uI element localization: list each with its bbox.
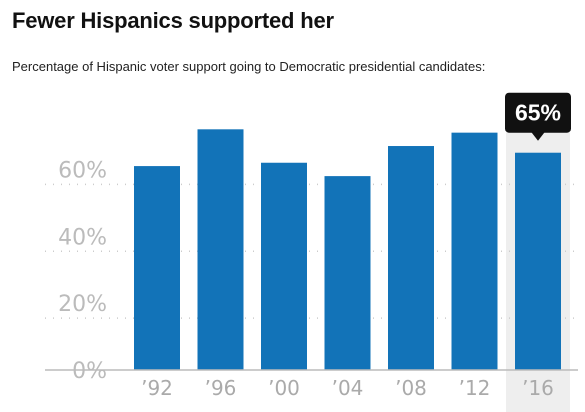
y-tick-label: 40%: [58, 225, 107, 250]
y-tick-label: 60%: [58, 158, 107, 183]
bar: [324, 176, 371, 370]
callout-box: [505, 92, 571, 133]
bar: [515, 152, 561, 370]
x-tick-label: ’16: [522, 376, 554, 400]
chart-subtitle: Percentage of Hispanic voter support goi…: [12, 59, 486, 74]
x-tick-label: ’04: [332, 376, 364, 400]
y-tick-label: 20%: [58, 292, 107, 317]
bar: [134, 166, 180, 370]
x-tick-label: ’08: [395, 376, 427, 400]
bar: [261, 162, 307, 370]
bar: [388, 146, 434, 370]
callout-pointer: [531, 131, 545, 141]
x-tick-label: ’00: [268, 376, 300, 400]
chart-title: Fewer Hispanics supported her: [12, 8, 334, 33]
y-tick-label: 0%: [72, 359, 107, 384]
callout-label: 65%: [515, 100, 561, 126]
x-tick-label: ’96: [205, 376, 237, 400]
x-tick-label: ’92: [141, 376, 173, 400]
bar: [197, 129, 244, 370]
bar: [451, 132, 498, 370]
x-tick-label: ’12: [459, 376, 491, 400]
